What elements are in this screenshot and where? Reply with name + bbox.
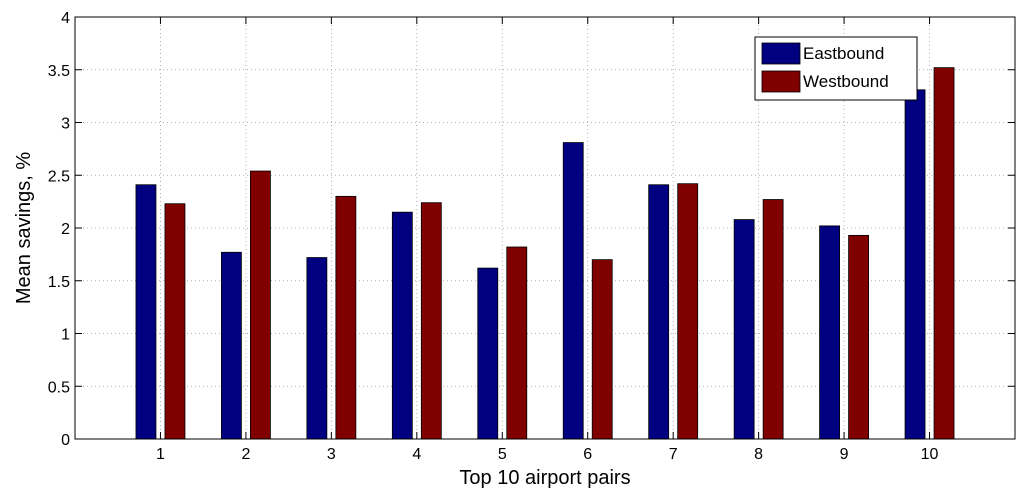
axis-ticks <box>75 16 1015 440</box>
bar-eastbound-7 <box>648 184 670 440</box>
legend-swatch-eastbound <box>761 42 801 65</box>
x-tick-label: 7 <box>669 446 678 463</box>
bar-westbound-5 <box>506 246 528 440</box>
y-tick-label: 2.5 <box>48 168 70 185</box>
bar-westbound-7 <box>677 183 699 440</box>
bar-eastbound-8 <box>733 219 755 440</box>
x-tick-label: 10 <box>921 446 939 463</box>
bars <box>135 67 955 440</box>
x-tick-label: 8 <box>754 446 763 463</box>
bar-westbound-3 <box>335 195 357 440</box>
bar-eastbound-10 <box>904 89 926 440</box>
x-tick-label: 9 <box>840 446 849 463</box>
y-tick-label: 3.5 <box>48 63 70 80</box>
x-axis-title: Top 10 airport pairs <box>459 467 630 488</box>
bar-westbound-9 <box>848 234 869 440</box>
tick-labels: 0 0.5 1 1.5 2 2.5 3 3.5 4 1 2 3 4 5 6 7 8 9 10 <box>48 10 939 463</box>
bar-westbound-2 <box>250 170 271 440</box>
x-tick-label: 2 <box>241 446 250 463</box>
bar-eastbound-1 <box>135 184 157 440</box>
x-tick-label: 5 <box>498 446 507 463</box>
legend-label-westbound: Westbound <box>803 72 889 91</box>
y-tick-label: 0 <box>61 432 70 449</box>
bar-westbound-4 <box>420 202 442 440</box>
x-tick-label: 3 <box>327 446 336 463</box>
y-tick-label: 3 <box>61 116 70 133</box>
x-tick-label: 1 <box>156 446 165 463</box>
bar-westbound-1 <box>164 203 186 440</box>
x-tick-label: 6 <box>583 446 592 463</box>
bar-westbound-8 <box>762 199 784 440</box>
legend: Eastbound Westbound <box>754 36 918 101</box>
bar-eastbound-9 <box>819 225 840 440</box>
bar-eastbound-3 <box>306 257 328 440</box>
x-tick-label: 4 <box>412 446 421 463</box>
bar-westbound-10 <box>933 67 955 440</box>
legend-label-eastbound: Eastbound <box>803 44 884 63</box>
y-axis-title: Mean savings, % <box>13 152 35 305</box>
bar-westbound-6 <box>591 259 613 440</box>
y-tick-label: 2 <box>61 221 70 238</box>
legend-swatch-westbound <box>761 70 801 93</box>
bar-eastbound-4 <box>391 211 413 440</box>
bar-eastbound-5 <box>477 267 499 440</box>
bar-eastbound-6 <box>562 142 584 440</box>
y-tick-label: 1.5 <box>48 274 70 291</box>
y-tick-label: 4 <box>61 10 70 27</box>
bar-eastbound-2 <box>221 251 242 440</box>
y-tick-label: 0.5 <box>48 379 70 396</box>
y-tick-label: 1 <box>61 327 70 344</box>
